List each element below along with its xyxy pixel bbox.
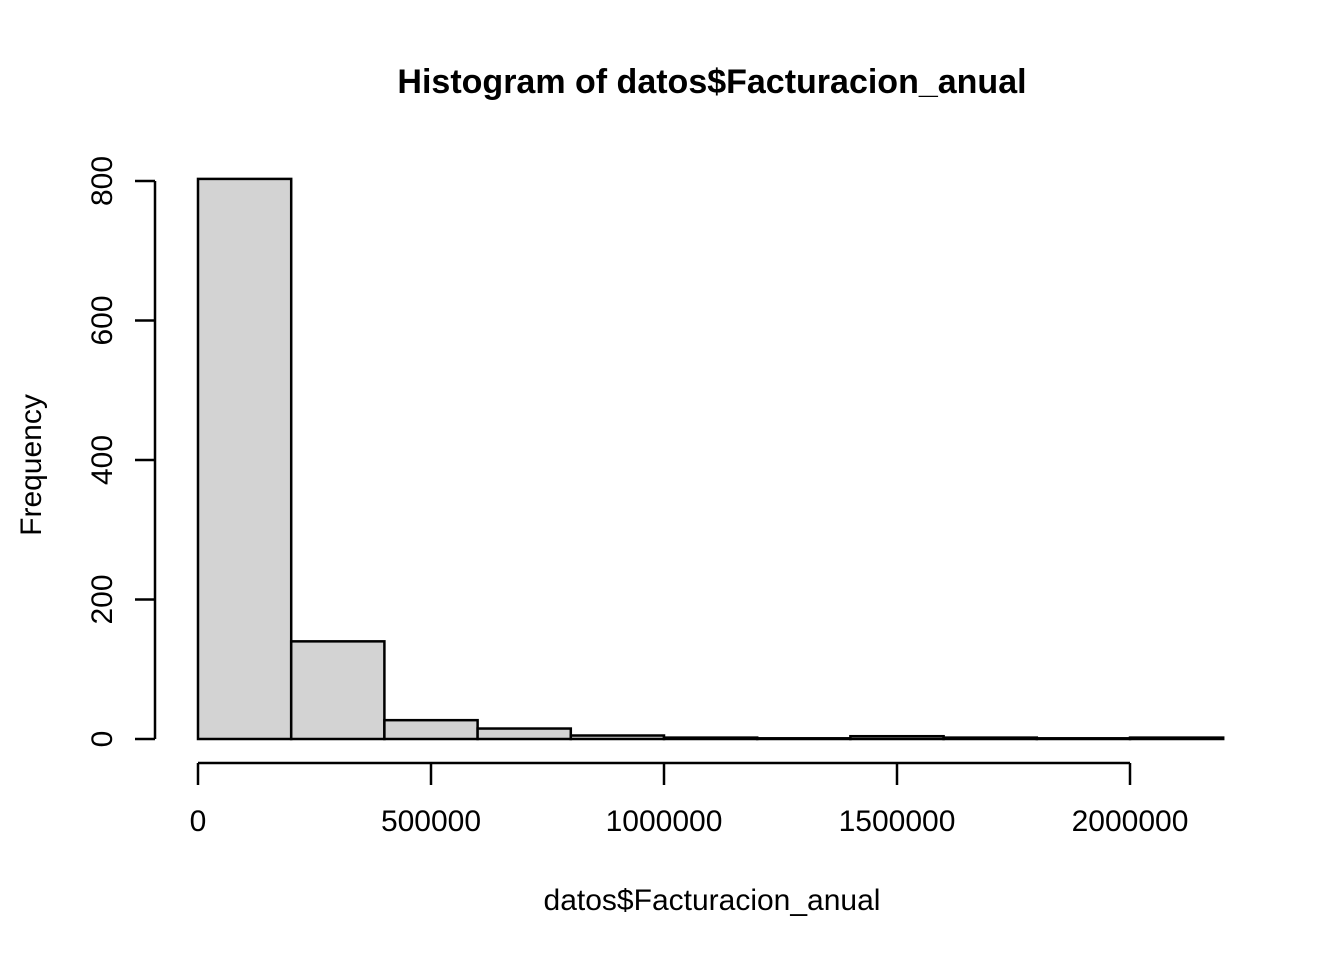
x-tick-label: 2000000 [1072,805,1189,838]
chart-title: Histogram of datos$Facturacion_anual [397,63,1026,101]
y-tick-label: 600 [86,295,119,345]
y-tick-label: 400 [86,435,119,485]
histogram-bar [289,640,386,741]
histogram-bar [476,727,573,741]
x-tick-label: 500000 [381,805,481,838]
y-axis-label: Frequency [15,394,48,536]
y-tick-label: 200 [86,574,119,624]
x-axis: 0 500000 1000000 1500000 2000000 [190,761,1189,838]
x-tick-label: 1500000 [839,805,956,838]
bars-group [196,177,1225,741]
histogram-bar [1128,736,1225,741]
y-tick-label: 0 [86,731,119,748]
histogram-bar [849,734,945,741]
histogram-bar [196,177,293,741]
histogram-bar [755,737,852,741]
x-tick-label: 0 [190,805,207,838]
histogram-bar [569,734,666,741]
y-tick-label: 800 [86,156,119,206]
y-axis: 0 200 400 600 800 [86,156,157,748]
histogram-bar [942,736,1039,741]
histogram-bar [662,736,759,741]
histogram-bar [1035,737,1132,741]
x-axis-label: datos$Facturacion_anual [544,884,881,917]
histogram-bar [383,718,479,741]
x-tick-label: 1000000 [606,805,723,838]
